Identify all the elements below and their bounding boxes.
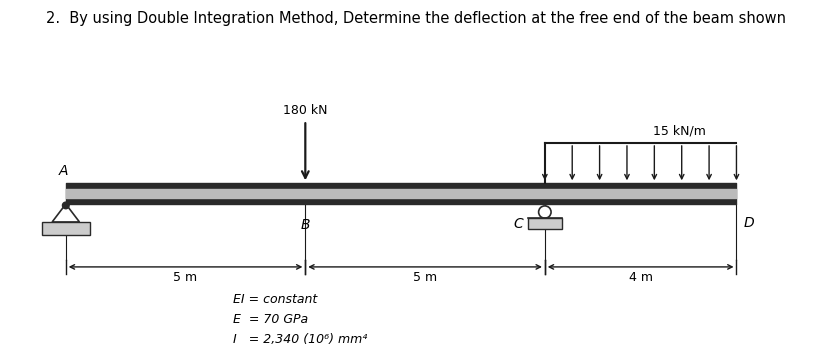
Text: D: D bbox=[744, 216, 755, 230]
Text: 5 m: 5 m bbox=[413, 271, 437, 284]
Polygon shape bbox=[52, 204, 80, 222]
Bar bbox=[42, 222, 90, 235]
Text: 2.  By using Double Integration Method, Determine the deflection at the free end: 2. By using Double Integration Method, D… bbox=[46, 11, 785, 26]
Text: EI = constant: EI = constant bbox=[234, 293, 317, 306]
Circle shape bbox=[538, 206, 551, 218]
Text: E  = 70 GPa: E = 70 GPa bbox=[234, 313, 308, 326]
Text: A: A bbox=[59, 164, 68, 177]
Text: C: C bbox=[514, 217, 524, 231]
Text: 5 m: 5 m bbox=[174, 271, 198, 284]
Text: 180 kN: 180 kN bbox=[283, 103, 327, 117]
Text: I   = 2,340 (10⁶) mm⁴: I = 2,340 (10⁶) mm⁴ bbox=[234, 333, 367, 346]
Bar bbox=[528, 218, 562, 228]
Circle shape bbox=[62, 202, 69, 209]
Text: 4 m: 4 m bbox=[629, 271, 652, 284]
Text: B: B bbox=[301, 218, 310, 232]
Text: 15 kN/m: 15 kN/m bbox=[652, 124, 706, 137]
